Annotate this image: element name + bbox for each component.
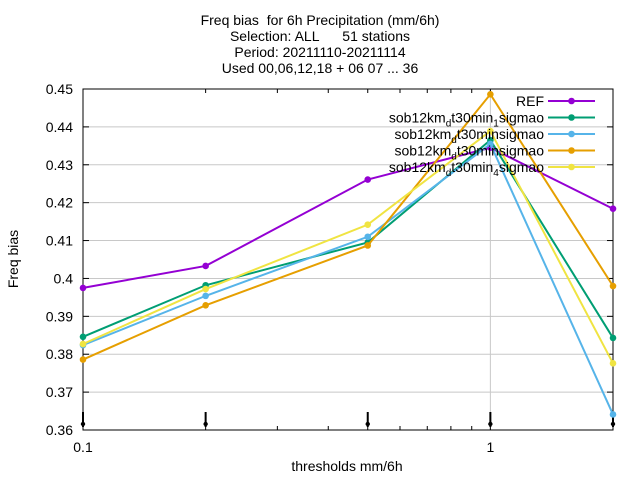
data-point xyxy=(364,221,372,228)
threshold-marker-dot xyxy=(203,421,208,427)
data-point xyxy=(609,205,617,213)
y-tick-label: 0.43 xyxy=(46,157,73,173)
legend: REFsob12kmdt30min1sigmaosob12kmdt30minsi… xyxy=(389,93,595,179)
y-tick-label: 0.38 xyxy=(46,346,73,362)
x-axis-label: thresholds mm/6h xyxy=(291,458,402,474)
data-point xyxy=(79,333,87,341)
y-axis-label: Freq bias xyxy=(5,230,21,288)
data-point xyxy=(487,140,494,148)
title-line-2: Selection: ALL 51 stations xyxy=(229,28,411,44)
y-axis: 0.36 0.37 0.38 0.39 0.4 0.41 0.42 0.43 0.44 0.45 xyxy=(46,81,613,438)
data-point xyxy=(487,127,494,135)
threshold-marker-dot xyxy=(488,421,493,427)
legend-label: sob12kmdt30min4sigmao xyxy=(389,159,544,179)
series-line xyxy=(82,142,614,415)
data-point xyxy=(79,284,87,292)
data-point xyxy=(609,411,617,418)
plot-frame xyxy=(82,88,614,431)
legend-label: sob12kmdt30minsigmao xyxy=(394,126,544,146)
x-tick-label: 1 xyxy=(486,439,494,455)
legend-marker xyxy=(568,130,575,138)
data-point xyxy=(202,292,209,300)
y-tick-label: 0.41 xyxy=(46,233,73,249)
legend-marker xyxy=(568,147,575,154)
y-tick-label: 0.39 xyxy=(46,308,73,324)
threshold-marker-dot xyxy=(80,421,86,427)
data-point xyxy=(202,262,209,270)
x-tick-label: 0.1 xyxy=(73,439,93,455)
threshold-markers xyxy=(80,412,616,427)
data-point xyxy=(79,340,87,348)
y-tick-label: 0.4 xyxy=(54,270,74,286)
data-point xyxy=(364,176,372,183)
y-tick-label: 0.45 xyxy=(46,81,73,97)
data-point xyxy=(609,334,617,342)
legend-item-4: sob12kmdt30minsigmao xyxy=(394,143,595,163)
data-point xyxy=(79,356,87,363)
legend-marker xyxy=(568,163,575,171)
series-3 xyxy=(79,140,617,418)
legend-label: sob12kmdt30minsigmao xyxy=(394,143,544,163)
data-point xyxy=(487,91,494,98)
y-tick-label: 0.44 xyxy=(46,119,73,135)
series-5 xyxy=(79,127,617,367)
legend-item-3: sob12kmdt30minsigmao xyxy=(394,126,595,146)
data-point xyxy=(364,233,372,241)
series-layer xyxy=(79,91,617,418)
y-tick-label: 0.42 xyxy=(46,195,73,211)
series-4 xyxy=(79,91,617,363)
legend-marker xyxy=(568,114,575,121)
data-point xyxy=(202,302,209,309)
data-point xyxy=(609,282,617,290)
legend-label: sob12kmdt30min1sigmao xyxy=(389,110,544,130)
data-point xyxy=(202,285,209,293)
y-tick-label: 0.37 xyxy=(46,384,73,400)
title-line-3: Period: 20211110-20211114 xyxy=(234,44,406,60)
data-point xyxy=(364,242,372,249)
data-point xyxy=(609,360,617,367)
legend-label: REF xyxy=(516,93,544,109)
title-line-4: Used 00,06,12,18 + 06 07 ... 36 xyxy=(221,60,419,76)
threshold-marker-dot xyxy=(365,421,370,427)
legend-item-5: sob12kmdt30min4sigmao xyxy=(389,159,595,179)
threshold-marker-dot xyxy=(610,421,616,427)
title-line-1: Freq bias for 6h Precipitation (mm/6h) xyxy=(200,12,440,28)
series-1 xyxy=(79,144,617,292)
y-tick-label: 0.36 xyxy=(46,422,73,438)
legend-item-2: sob12kmdt30min1sigmao xyxy=(389,110,595,130)
legend-marker xyxy=(568,97,575,105)
legend-item-1: REF xyxy=(516,93,595,109)
